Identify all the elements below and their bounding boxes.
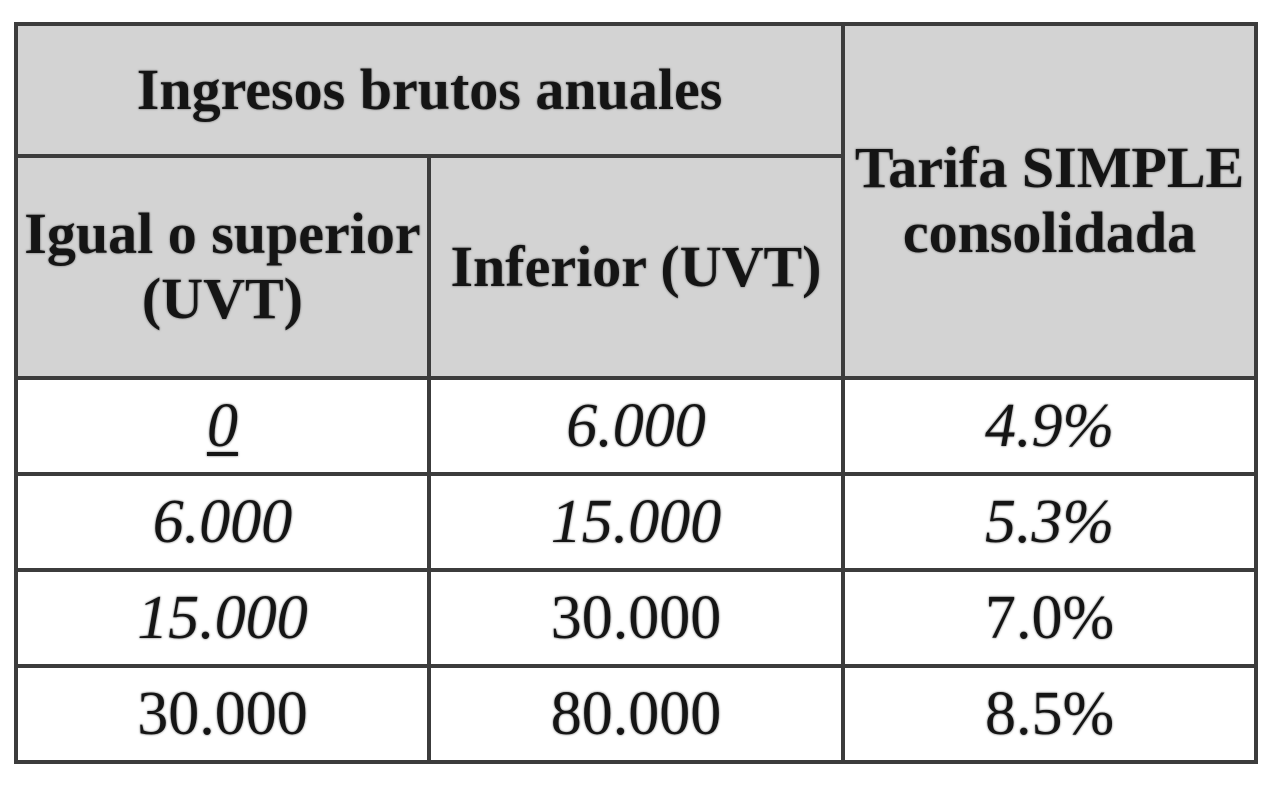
lower-bound-cell: 0 (14, 376, 431, 476)
tariff-table-container: Ingresos brutos anuales Tarifa SIMPLE co… (13, 22, 1258, 764)
lower-bound-cell: 15.000 (14, 568, 431, 668)
upper-bound-header: Inferior (UVT) (426, 154, 846, 380)
upper-bound-cell: 80.000 (426, 664, 846, 764)
table-row: 0 6.000 4.9% (14, 376, 1258, 476)
rate-header: Tarifa SIMPLE consolidada (841, 22, 1258, 380)
lower-bound-cell: 6.000 (14, 472, 431, 572)
rate-cell: 5.3% (841, 472, 1258, 572)
rate-cell: 8.5% (841, 664, 1258, 764)
lower-bound-cell: 30.000 (14, 664, 431, 764)
income-group-header: Ingresos brutos anuales (13, 22, 846, 158)
lower-bound-header: Igual o superior (UVT) (14, 154, 431, 380)
table-row: 6.000 15.000 5.3% (14, 472, 1258, 572)
tariff-table: Ingresos brutos anuales Tarifa SIMPLE co… (13, 22, 1258, 764)
rate-cell: 4.9% (841, 376, 1258, 476)
table-row: 15.000 30.000 7.0% (14, 568, 1258, 668)
upper-bound-cell: 6.000 (426, 376, 846, 476)
upper-bound-cell: 30.000 (426, 568, 846, 668)
rate-cell: 7.0% (841, 568, 1258, 668)
lower-bound-value: 0 (206, 391, 238, 460)
upper-bound-cell: 15.000 (426, 472, 846, 572)
table-row: 30.000 80.000 8.5% (14, 664, 1258, 764)
